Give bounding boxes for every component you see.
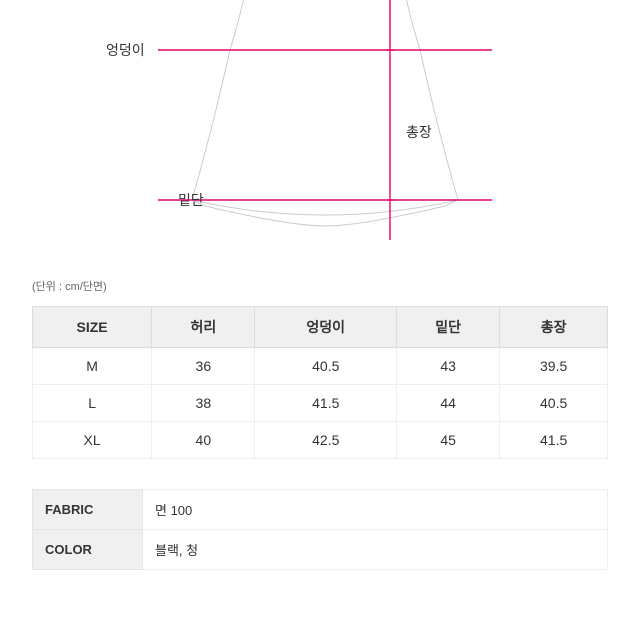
col-hem: 밑단 xyxy=(397,307,500,348)
skirt-path xyxy=(192,0,458,226)
info-row-color: COLOR 블랙, 청 xyxy=(33,530,608,570)
info-row-fabric: FABRIC 면 100 xyxy=(33,490,608,530)
table-row: L 38 41.5 44 40.5 xyxy=(33,385,608,422)
table-row: M 36 40.5 43 39.5 xyxy=(33,348,608,385)
info-key-fabric: FABRIC xyxy=(33,490,143,530)
info-val-fabric: 면 100 xyxy=(143,490,608,530)
table-row: XL 40 42.5 45 41.5 xyxy=(33,422,608,459)
label-length: 총장 xyxy=(406,122,432,142)
unit-note: (단위 : cm/단면) xyxy=(32,278,107,294)
col-hip: 엉덩이 xyxy=(255,307,397,348)
size-table-header-row: SIZE 허리 엉덩이 밑단 총장 xyxy=(33,307,608,348)
skirt-outline-svg xyxy=(150,0,500,280)
info-val-color: 블랙, 청 xyxy=(143,530,608,570)
label-hem: 밑단 xyxy=(178,190,204,210)
skirt-diagram: 엉덩이 밑단 총장 (단위 : cm/단면) xyxy=(0,0,640,300)
info-key-color: COLOR xyxy=(33,530,143,570)
skirt-hem-curve xyxy=(192,200,458,215)
info-table: FABRIC 면 100 COLOR 블랙, 청 xyxy=(32,489,608,570)
col-size: SIZE xyxy=(33,307,152,348)
col-length: 총장 xyxy=(500,307,608,348)
label-hip: 엉덩이 xyxy=(106,40,145,60)
col-waist: 허리 xyxy=(152,307,255,348)
size-table: SIZE 허리 엉덩이 밑단 총장 M 36 40.5 43 39.5 L 38… xyxy=(32,306,608,459)
